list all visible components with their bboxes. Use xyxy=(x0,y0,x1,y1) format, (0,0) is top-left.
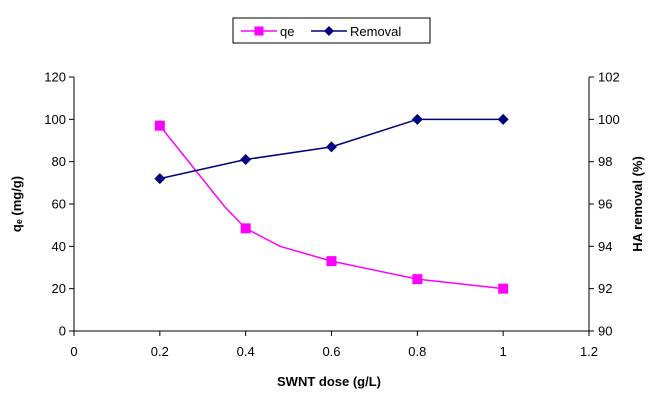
ticks-layer: 0 0.2 0.4 0.6 0.8 1 1.2 0 20 40 60 80 100 120 90 92 94 96… xyxy=(44,70,619,360)
y-axis-title-left: qₑ (mg/g) xyxy=(9,176,24,232)
y-tick-label-left: 40 xyxy=(52,239,66,254)
data-point-qe xyxy=(412,274,423,285)
x-tick-label: 0 xyxy=(70,344,77,359)
x-tick-label: 0.6 xyxy=(322,344,340,359)
y-tick-label-left: 0 xyxy=(59,324,66,339)
data-point-qe xyxy=(154,120,165,131)
legend-marker-qe xyxy=(254,26,264,36)
data-point-qe xyxy=(498,283,509,294)
series-layer xyxy=(154,113,509,294)
x-tick-label: 0.2 xyxy=(151,344,169,359)
y-tick-label-right: 96 xyxy=(598,197,612,212)
x-tick-label: 0.8 xyxy=(408,344,426,359)
y-tick-label-right: 102 xyxy=(598,70,620,85)
y-tick-label-right: 94 xyxy=(598,239,612,254)
data-point-removal xyxy=(240,154,252,166)
legend-label-qe: qe xyxy=(280,24,294,39)
data-point-removal xyxy=(154,173,166,185)
legend-marker-removal xyxy=(324,26,334,36)
data-point-qe xyxy=(240,223,251,234)
y-tick-label-left: 100 xyxy=(44,112,66,127)
data-point-removal xyxy=(326,141,337,153)
legend-label-removal: Removal xyxy=(350,24,401,39)
y-tick-label-right: 90 xyxy=(598,324,612,339)
y-tick-label-left: 80 xyxy=(52,154,66,169)
data-point-removal xyxy=(411,113,423,125)
x-tick-label: 1 xyxy=(500,344,507,359)
x-tick-label: 0.4 xyxy=(237,344,255,359)
y-tick-label-right: 92 xyxy=(598,281,612,296)
x-axis-title: SWNT dose (g/L) xyxy=(277,374,381,389)
y-axis-title-right: HA removal (%) xyxy=(630,156,645,252)
y-tick-label-left: 20 xyxy=(52,281,66,296)
y-tick-label-left: 120 xyxy=(44,70,66,85)
x-tick-label: 1.2 xyxy=(580,344,598,359)
legend: qe Removal xyxy=(232,17,431,44)
data-point-qe xyxy=(326,256,337,267)
y-tick-label-right: 98 xyxy=(598,154,612,169)
y-tick-label-left: 60 xyxy=(52,197,66,212)
y-tick-label-right: 100 xyxy=(598,112,620,127)
data-point-removal xyxy=(497,113,509,125)
